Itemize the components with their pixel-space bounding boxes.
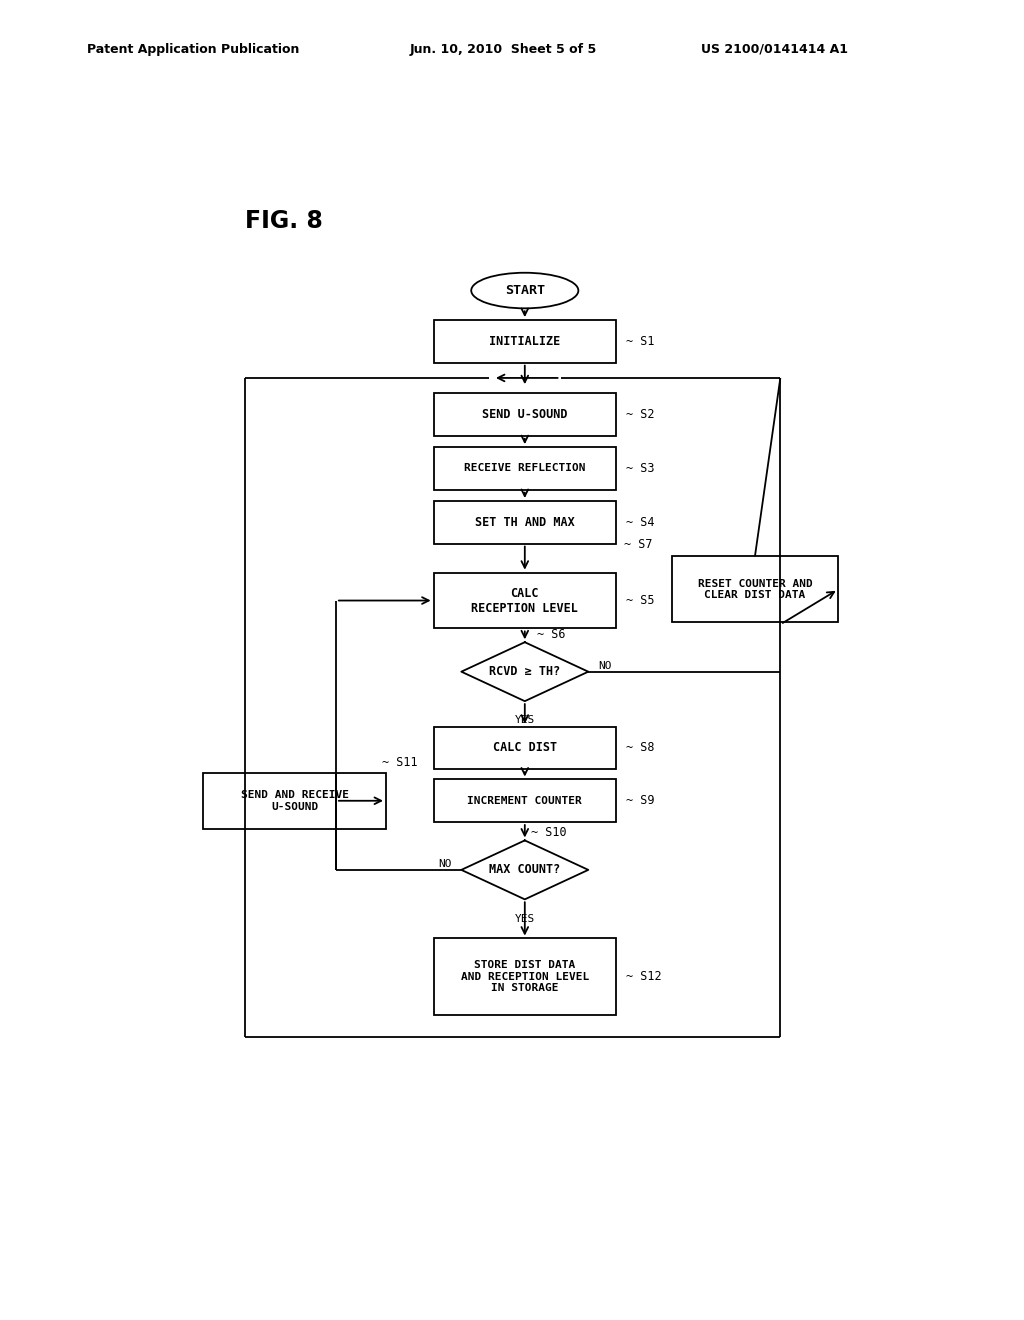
Text: ~ S7: ~ S7 [624, 537, 652, 550]
FancyBboxPatch shape [433, 939, 616, 1015]
Text: MAX COUNT?: MAX COUNT? [489, 863, 560, 876]
Text: RCVD ≥ TH?: RCVD ≥ TH? [489, 665, 560, 678]
Text: INITIALIZE: INITIALIZE [489, 335, 560, 348]
Text: US 2100/0141414 A1: US 2100/0141414 A1 [701, 42, 849, 55]
Text: YES: YES [515, 913, 535, 924]
Ellipse shape [471, 273, 579, 309]
Text: ~ S11: ~ S11 [382, 756, 418, 770]
Text: NO: NO [438, 859, 452, 869]
Text: START: START [505, 284, 545, 297]
Polygon shape [461, 841, 588, 899]
Text: ~ S5: ~ S5 [626, 594, 654, 607]
FancyBboxPatch shape [433, 447, 616, 490]
Text: STORE DIST DATA
AND RECEPTION LEVEL
IN STORAGE: STORE DIST DATA AND RECEPTION LEVEL IN S… [461, 960, 589, 993]
FancyBboxPatch shape [204, 772, 386, 829]
Text: SEND AND RECEIVE
U-SOUND: SEND AND RECEIVE U-SOUND [241, 789, 348, 812]
Text: SET TH AND MAX: SET TH AND MAX [475, 516, 574, 529]
Text: Patent Application Publication: Patent Application Publication [87, 42, 299, 55]
FancyBboxPatch shape [433, 779, 616, 822]
Text: Jun. 10, 2010  Sheet 5 of 5: Jun. 10, 2010 Sheet 5 of 5 [410, 42, 597, 55]
Polygon shape [461, 643, 588, 701]
Text: RESET COUNTER AND
CLEAR DIST DATA: RESET COUNTER AND CLEAR DIST DATA [697, 578, 812, 601]
Text: FIG. 8: FIG. 8 [246, 210, 324, 234]
Text: CALC DIST: CALC DIST [493, 742, 557, 755]
Text: ~ S2: ~ S2 [626, 408, 654, 421]
Text: INCREMENT COUNTER: INCREMENT COUNTER [467, 796, 583, 805]
Text: ~ S9: ~ S9 [626, 795, 654, 808]
FancyBboxPatch shape [433, 319, 616, 363]
Text: RECEIVE REFLECTION: RECEIVE REFLECTION [464, 463, 586, 474]
Text: CALC
RECEPTION LEVEL: CALC RECEPTION LEVEL [471, 586, 579, 615]
Text: NO: NO [598, 660, 611, 671]
FancyBboxPatch shape [433, 726, 616, 770]
FancyBboxPatch shape [672, 556, 839, 623]
Text: YES: YES [515, 715, 535, 726]
FancyBboxPatch shape [433, 500, 616, 544]
Text: ~ S10: ~ S10 [531, 826, 566, 838]
Text: SEND U-SOUND: SEND U-SOUND [482, 408, 567, 421]
FancyBboxPatch shape [433, 573, 616, 628]
Text: ~ S3: ~ S3 [626, 462, 654, 475]
Text: ~ S8: ~ S8 [626, 742, 654, 755]
Text: ~ S12: ~ S12 [626, 970, 662, 983]
Text: ~ S1: ~ S1 [626, 335, 654, 348]
Text: ~ S6: ~ S6 [537, 627, 565, 640]
FancyBboxPatch shape [433, 393, 616, 436]
Text: ~ S4: ~ S4 [626, 516, 654, 529]
